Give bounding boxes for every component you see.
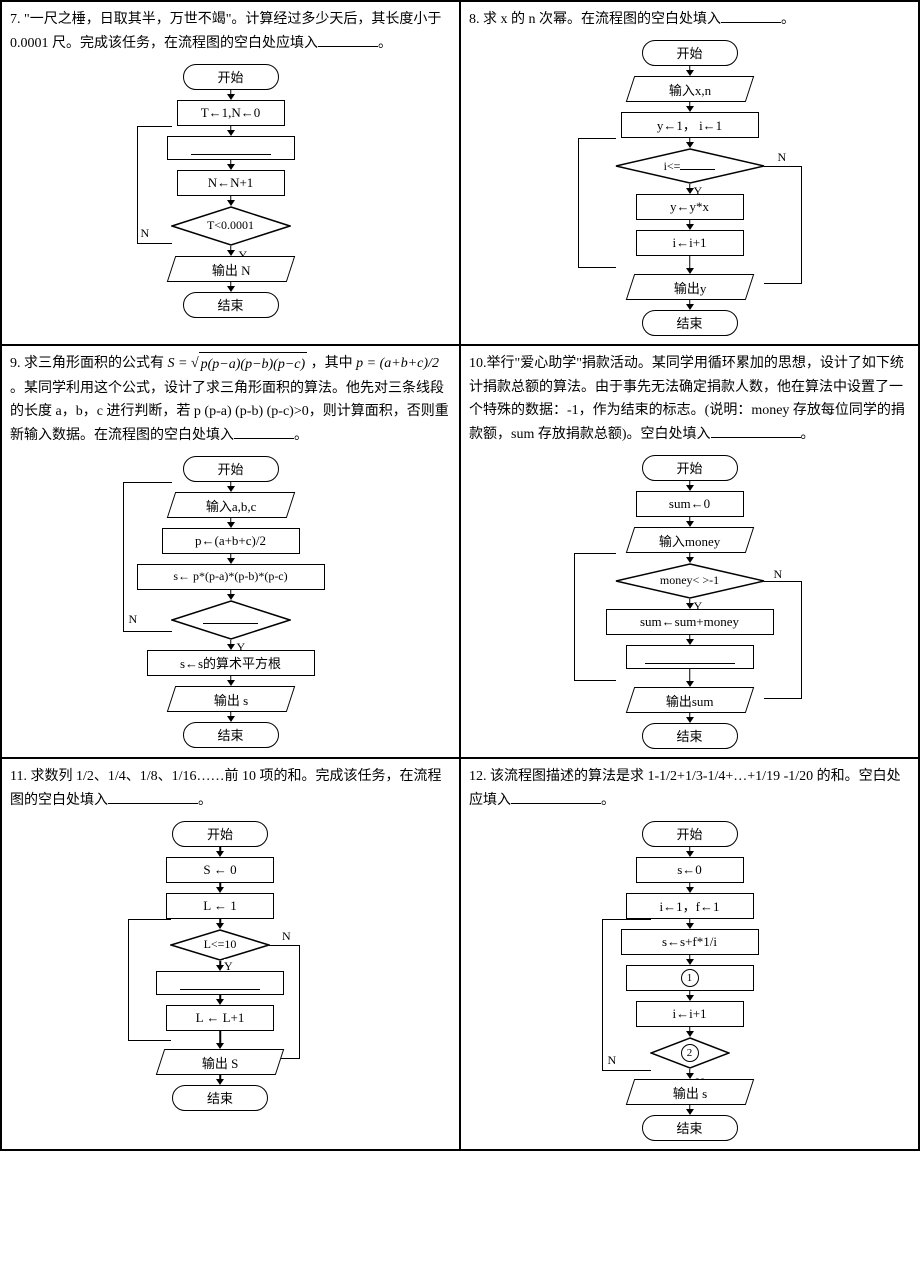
q12-flowchart: 开始 s←0 i←1，f←1 s←s+f*1/i 1 i←i+1 2 N Y (469, 821, 910, 1141)
q11-n: N (282, 929, 291, 944)
q8-decision: i<= (615, 148, 765, 184)
q10-end: 结束 (642, 723, 738, 749)
q8-flowchart: 开始 输入x,n y←1， i←1 i<= Y N y←y*x i←i+1 (469, 40, 910, 336)
q8-loop: i<= Y N y←y*x i←i+1 (560, 148, 820, 256)
q9-loop: 输入a,b,c p←(a+b+c)/2 s← p*(p-a)*(p-b)*(p-… (111, 492, 351, 640)
loop-back (128, 919, 171, 1041)
q9-prompt: 9. 求三角形面积的公式有 S = √p(p−a)(p−b)(p−c) ，其中 … (10, 352, 451, 448)
q8-prompt: 8. 求 x 的 n 次幂。在流程图的空白处填入。 (469, 8, 910, 32)
cell-q11: 11. 求数列 1/2、1/4、1/8、1/16……前 10 项的和。完成该任务… (1, 758, 460, 1150)
q11-start: 开始 (172, 821, 268, 847)
cell-q8: 8. 求 x 的 n 次幂。在流程图的空白处填入。 开始 输入x,n y←1， … (460, 1, 919, 345)
q7-blank-box (167, 136, 295, 160)
q12-output: 输出 s (625, 1079, 753, 1105)
q9-start: 开始 (183, 456, 279, 482)
q12-prompt: 12. 该流程图描述的算法是求 1-1/2+1/3-1/4+…+1/19 -1/… (469, 765, 910, 813)
loop-back (578, 138, 616, 268)
q9-decision (171, 600, 291, 640)
q10-prompt: 10.举行"爱心助学"捐款活动。某同学用循环累加的思想，设计了如下统计捐款总额的… (469, 352, 910, 447)
loop-back (574, 553, 616, 681)
q10-n: N (774, 567, 783, 582)
q11-init1: S ← 0 (166, 857, 274, 883)
cell-q9: 9. 求三角形面积的公式有 S = √p(p−a)(p−b)(p−c) ，其中 … (1, 345, 460, 758)
cell-q10: 10.举行"爱心助学"捐款活动。某同学用循环累加的思想，设计了如下统计捐款总额的… (460, 345, 919, 758)
worksheet-grid: 7. "一尺之棰，日取其半，万世不竭"。计算经过多少天后，其长度小于 0.000… (0, 0, 920, 1151)
q12-loop: s←s+f*1/i 1 i←i+1 2 N Y (580, 929, 800, 1069)
q9-input: 输入a,b,c (166, 492, 294, 518)
q11-flowchart: 开始 S ← 0 L ← 1 L<=10 Y N L ← L+1 (10, 821, 451, 1111)
q7-init: T←1,N←0 (177, 100, 285, 126)
q10-step1: sum←sum+money (606, 609, 774, 635)
cell-q7: 7. "一尺之棰，日取其半，万世不竭"。计算经过多少天后，其长度小于 0.000… (1, 1, 460, 345)
q11-end: 结束 (172, 1085, 268, 1111)
q12-decision: 2 (650, 1037, 730, 1069)
q8-n: N (778, 150, 787, 165)
q9-output: 输出 s (166, 686, 294, 712)
q12-start: 开始 (642, 821, 738, 847)
q8-output: 输出y (625, 274, 753, 300)
q9-n: N (129, 612, 138, 627)
q7-loop: N←N+1 T<0.0001 N Y (131, 136, 331, 246)
q12-n: N (608, 1053, 617, 1068)
q8-init: y←1， i←1 (621, 112, 759, 138)
q10-blank-box (626, 645, 754, 669)
branch-exit (269, 945, 300, 1059)
branch-exit (764, 581, 802, 699)
q11-blank-box (156, 971, 284, 995)
q10-start: 开始 (642, 455, 738, 481)
q10-flowchart: 开始 sum←0 输入money money< >-1 Y N sum←sum+… (469, 455, 910, 749)
branch-exit (764, 166, 802, 284)
q12-init1: s←0 (636, 857, 744, 883)
q11-output: 输出 S (156, 1049, 284, 1075)
q11-init2: L ← 1 (166, 893, 274, 919)
q7-start: 开始 (183, 64, 279, 90)
q8-input: 输入x,n (625, 76, 753, 102)
q8-end: 结束 (642, 310, 738, 336)
q9-flowchart: 开始 输入a,b,c p←(a+b+c)/2 s← p*(p-a)*(p-b)*… (10, 456, 451, 748)
q12-init2: i←1，f←1 (626, 893, 754, 919)
q8-step2: i←i+1 (636, 230, 744, 256)
q7-output: 输出 N (166, 256, 294, 282)
q11-loop: L<=10 Y N L ← L+1 (110, 929, 330, 1031)
loop-back (602, 919, 651, 1071)
q12-inc: i←i+1 (636, 1001, 744, 1027)
q8-start: 开始 (642, 40, 738, 66)
q7-flowchart: 开始 T←1,N←0 N←N+1 T<0.0001 N Y 输出 N 结束 (10, 64, 451, 318)
q7-blank (318, 32, 378, 47)
q7-inc: N←N+1 (177, 170, 285, 196)
q10-decision: money< >-1 (615, 563, 765, 599)
q10-loop: money< >-1 Y N sum←sum+money (560, 563, 820, 669)
q7-prompt: 7. "一尺之棰，日取其半，万世不竭"。计算经过多少天后，其长度小于 0.000… (10, 8, 451, 56)
q11-prompt: 11. 求数列 1/2、1/4、1/8、1/16……前 10 项的和。完成该任务… (10, 765, 451, 813)
cell-q12: 12. 该流程图描述的算法是求 1-1/2+1/3-1/4+…+1/19 -1/… (460, 758, 919, 1150)
q8-step1: y←y*x (636, 194, 744, 220)
q10-input: 输入money (625, 527, 753, 553)
q12-end: 结束 (642, 1115, 738, 1141)
q7-decision: T<0.0001 (171, 206, 291, 246)
q9-end: 结束 (183, 722, 279, 748)
q7-n: N (141, 226, 150, 241)
q8-blank (721, 8, 781, 23)
q10-init: sum←0 (636, 491, 744, 517)
q9-step1: p←(a+b+c)/2 (162, 528, 300, 554)
q11-decision: L<=10 (170, 929, 270, 961)
q10-output: 输出sum (625, 687, 753, 713)
q11-inc: L ← L+1 (166, 1005, 274, 1031)
q7-end: 结束 (183, 292, 279, 318)
loop-back (123, 482, 172, 632)
q9-step3: s←s的算术平方根 (147, 650, 315, 676)
